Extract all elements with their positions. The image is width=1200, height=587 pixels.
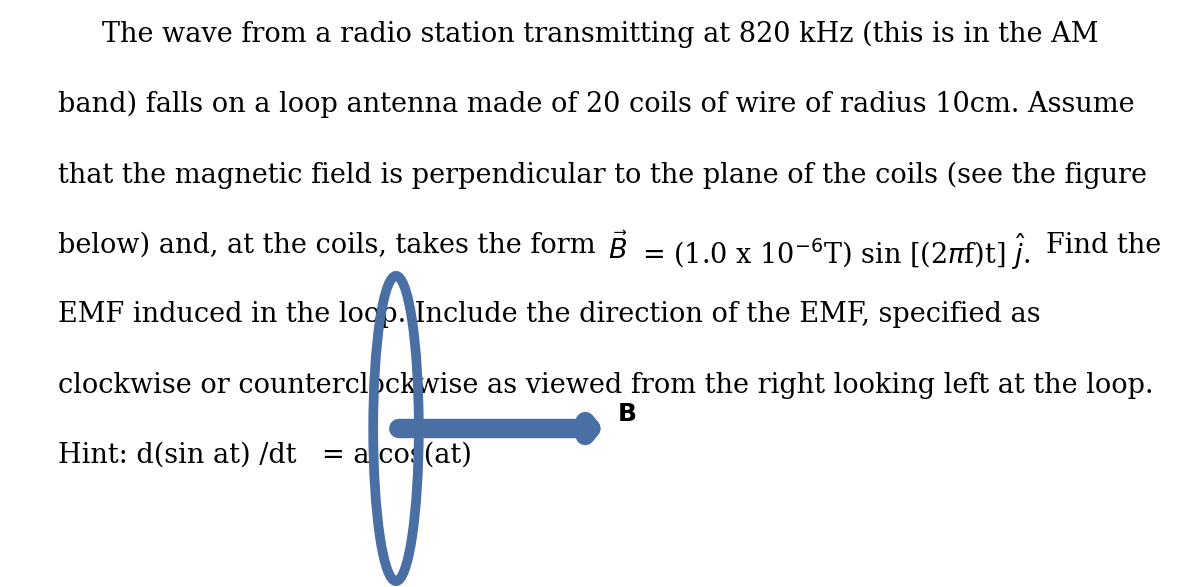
Text: below) and, at the coils, takes the form: below) and, at the coils, takes the form — [58, 232, 595, 259]
Text: band) falls on a loop antenna made of 20 coils of wire of radius 10cm. Assume: band) falls on a loop antenna made of 20… — [58, 91, 1134, 119]
Text: Hint: d(sin at) /dt: Hint: d(sin at) /dt — [58, 442, 296, 469]
Text: that the magnetic field is perpendicular to the plane of the coils (see the figu: that the magnetic field is perpendicular… — [58, 161, 1147, 189]
Text: Find the: Find the — [1046, 232, 1162, 259]
Text: The wave from a radio station transmitting at 820 kHz (this is in the AM: The wave from a radio station transmitti… — [102, 21, 1098, 48]
Text: = a cos(at): = a cos(at) — [322, 442, 472, 469]
Text: B: B — [618, 402, 637, 426]
Text: clockwise or counterclockwise as viewed from the right looking left at the loop.: clockwise or counterclockwise as viewed … — [58, 372, 1153, 399]
Text: $\vec{B}$: $\vec{B}$ — [608, 232, 628, 265]
Text: EMF induced in the loop. Include the direction of the EMF, specified as: EMF induced in the loop. Include the dir… — [58, 301, 1040, 328]
Text: = (1.0 x 10$^{-6}$T) sin [(2$\pi$f)t] $\hat{j}$.: = (1.0 x 10$^{-6}$T) sin [(2$\pi$f)t] $\… — [642, 232, 1030, 272]
